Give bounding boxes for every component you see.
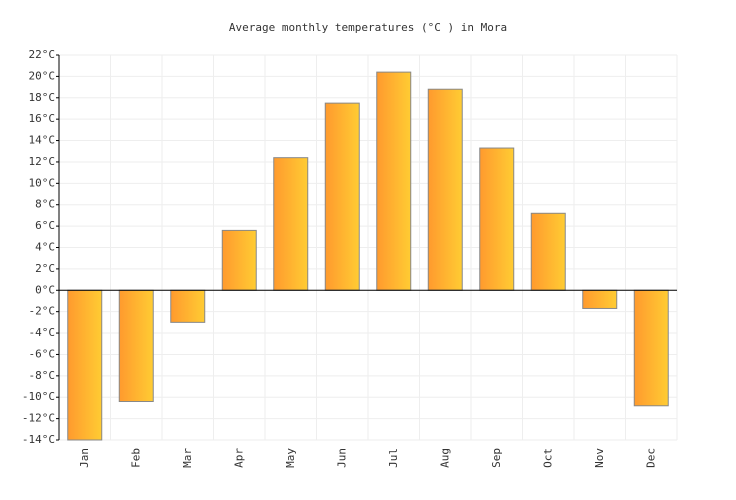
x-tick-label: Nov: [593, 448, 606, 468]
x-tick-label: Jun: [335, 448, 348, 468]
bar: [479, 147, 515, 291]
x-tick-label: Feb: [129, 448, 142, 468]
x-tick-label: Apr: [232, 448, 245, 468]
bar: [273, 157, 309, 291]
y-tick-label: 6°C: [35, 219, 55, 232]
bar: [118, 289, 154, 402]
y-tick-label: 10°C: [29, 176, 56, 189]
bar: [633, 289, 669, 407]
y-tick-label: 0°C: [35, 283, 55, 296]
y-tick-label: -8°C: [29, 369, 56, 382]
bar: [324, 102, 360, 291]
bar: [170, 289, 206, 323]
y-tick-label: 12°C: [29, 155, 56, 168]
chart-title: Average monthly temperatures (°C ) in Mo…: [229, 21, 507, 34]
x-tick-label: Jan: [78, 448, 91, 468]
y-tick-label: -4°C: [29, 326, 56, 339]
x-tick-label: Aug: [438, 448, 451, 468]
y-tick-label: -6°C: [29, 347, 56, 360]
x-tick-label: Mar: [181, 448, 194, 468]
y-tick-label: -2°C: [29, 305, 56, 318]
bar: [67, 289, 103, 441]
y-tick-label: 2°C: [35, 262, 55, 275]
bar: [582, 289, 618, 309]
x-tick-label: Jul: [387, 448, 400, 468]
bar: [221, 229, 257, 291]
y-tick-label: 4°C: [35, 241, 55, 254]
x-tick-label: Oct: [541, 448, 554, 468]
y-tick-label: 8°C: [35, 198, 55, 211]
y-tick-label: 18°C: [29, 91, 56, 104]
y-tick-label: 20°C: [29, 69, 56, 82]
y-tick-label: -10°C: [22, 390, 55, 403]
y-tick-label: -14°C: [22, 433, 55, 446]
bar: [530, 212, 566, 291]
x-tick-label: Sep: [490, 448, 503, 468]
y-tick-label: 22°C: [29, 48, 56, 61]
y-tick-label: -12°C: [22, 412, 55, 425]
bar: [376, 71, 412, 291]
y-tick-label: 14°C: [29, 134, 56, 147]
bar: [427, 88, 463, 291]
y-tick-label: 16°C: [29, 112, 56, 125]
x-tick-label: Dec: [644, 448, 657, 468]
x-tick-label: May: [284, 448, 297, 468]
